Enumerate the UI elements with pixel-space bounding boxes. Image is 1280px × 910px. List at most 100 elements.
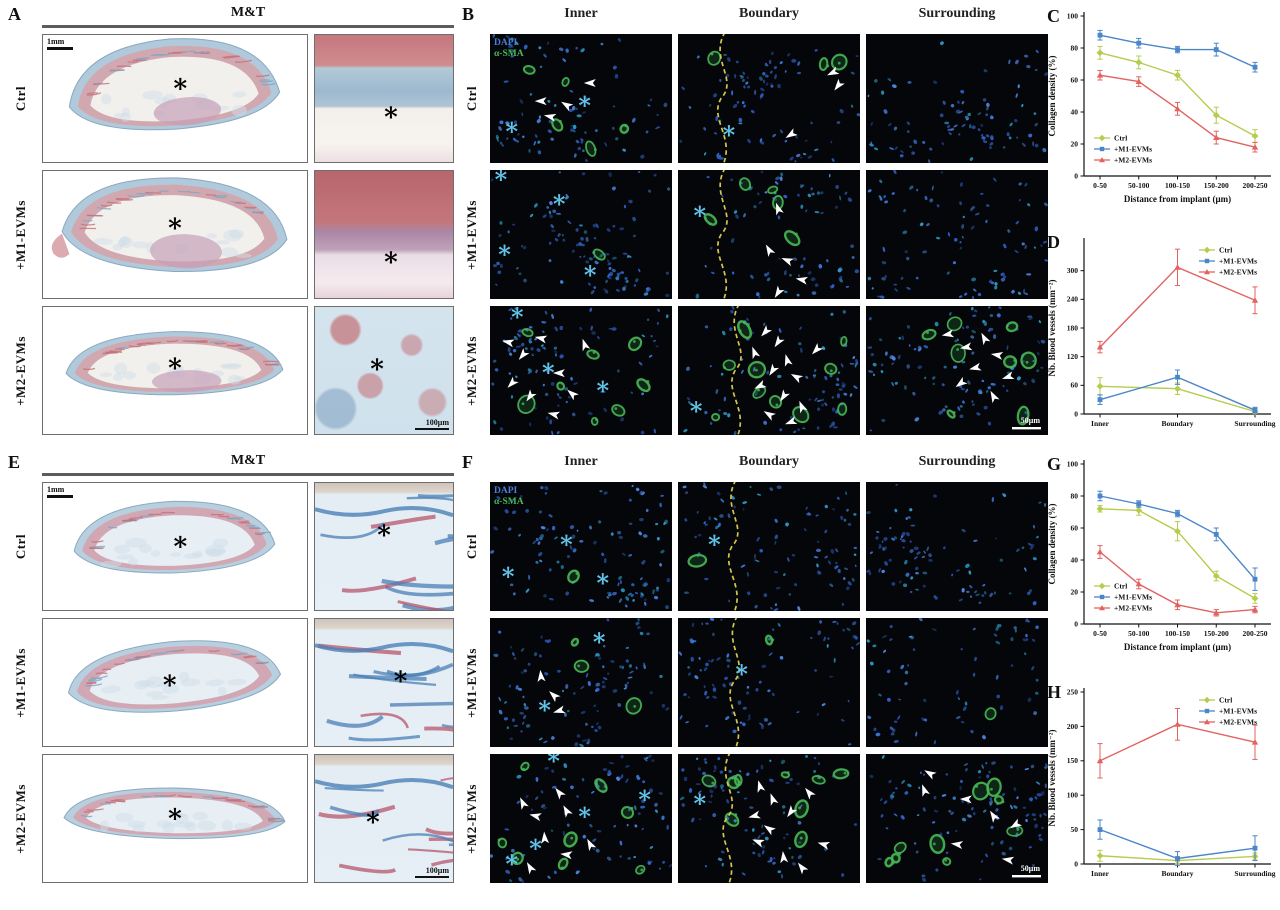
implant-asterisk: * xyxy=(506,850,519,879)
vessel-arrowhead xyxy=(811,343,824,355)
panel-letter-f: F xyxy=(462,452,473,472)
mt-low-mag-tile: * 1mm xyxy=(42,482,308,611)
mt-high-mag-texture xyxy=(315,494,453,610)
scale-bar-line xyxy=(1012,427,1041,430)
scale-bar-label: 1mm xyxy=(47,485,65,494)
mt-high-mag-tile: * 100μm xyxy=(314,306,454,435)
implant-boundary-dashed-line xyxy=(731,306,742,435)
fluorescence-image xyxy=(866,618,1048,747)
vessel-arrowhead xyxy=(769,363,780,376)
scale-bar-line xyxy=(47,47,73,50)
fluo-tile-surrounding xyxy=(866,482,1048,611)
y-tick-label: 60 xyxy=(1071,523,1079,532)
implant-asterisk: * xyxy=(168,213,182,244)
row-label--m2-evms: +M2-EVMs xyxy=(460,754,484,883)
vessel-arrowhead xyxy=(924,770,937,780)
vessel-arrowhead xyxy=(990,810,1000,823)
mt-image-grid-top: Ctrl * 1mm * +M1-EVMs * * +M2-EVMs * * 100μm xyxy=(6,34,456,446)
mt-high-mag-tile: * 100μm xyxy=(314,754,454,883)
scale-bar-label: 1mm xyxy=(47,37,65,46)
x-tick-label: Boundary xyxy=(1161,869,1193,878)
panel-letter-a: A xyxy=(8,4,21,24)
scale-bar-1mm: 1mm xyxy=(47,486,73,498)
x-tick-label: Inner xyxy=(1091,869,1110,878)
legend-entry--m1-evms: +M1-EVMs xyxy=(1114,145,1152,154)
y-tick-label: 0 xyxy=(1074,409,1078,418)
fluorescence-image: ** xyxy=(490,618,672,747)
row-label-text: Ctrl xyxy=(464,533,479,560)
vessel-arrowhead xyxy=(763,825,776,836)
fluorescence-image: * xyxy=(678,618,860,747)
scale-bar-line xyxy=(47,495,73,498)
vessel-arrowhead xyxy=(780,389,790,402)
col-title-boundary: Boundary xyxy=(739,6,799,21)
fluorescence-image: * xyxy=(678,482,860,611)
vessel-arrowhead xyxy=(563,805,573,818)
row-label--m2-evms: +M2-EVMs xyxy=(6,754,36,883)
row-label-ctrl: Ctrl xyxy=(6,482,36,611)
x-tick-label: 100-150 xyxy=(1165,181,1190,190)
implant-asterisk: * xyxy=(393,667,408,698)
y-tick-label: 60 xyxy=(1071,75,1079,84)
x-tick-label: 0-50 xyxy=(1093,629,1107,638)
mt-stain-title-2: M&T xyxy=(230,453,266,468)
vessel-arrowhead xyxy=(805,787,816,800)
scale-bar-100um: 100μm xyxy=(415,418,449,430)
vessel-arrowhead xyxy=(583,79,596,88)
implant-asterisk: * xyxy=(529,834,542,863)
vessel-arrowhead xyxy=(774,335,785,348)
chart-collagen-density-top: C 0 20 40 60 80 100 0-50 50-100 100-150 150-200 200… xyxy=(1044,4,1278,228)
vessel-arrowhead xyxy=(582,338,591,352)
row-label--m2-evms: +M2-EVMs xyxy=(6,306,36,435)
vessel-arrowhead xyxy=(526,389,537,402)
mt-low-mag-image: * xyxy=(63,787,286,840)
mt-high-mag-tile: * xyxy=(314,34,454,163)
implant-asterisk: * xyxy=(168,353,182,384)
vessel-arrowhead xyxy=(787,805,798,818)
vessel-arrowhead xyxy=(547,411,561,420)
vessel-arrowhead xyxy=(534,97,547,106)
mt-low-mag-image: * xyxy=(65,331,284,396)
vessel-arrowhead xyxy=(520,797,529,810)
panel-fluo-top: B Inner Boundary Surrounding Ctrl * * DAPI α… xyxy=(460,4,1048,446)
y-tick-label: 100 xyxy=(1067,11,1079,20)
col-title-surrounding: Surrounding xyxy=(918,6,996,21)
col-title-inner: Inner xyxy=(564,6,598,21)
vessel-arrowhead xyxy=(941,329,955,338)
row-label-text: +M1-EVMs xyxy=(464,647,479,718)
vessel-arrowhead xyxy=(959,342,973,351)
implant-asterisk: * xyxy=(578,802,591,831)
mt-low-mag-image: * xyxy=(67,640,282,713)
x-axis-label: Distance from implant (μm) xyxy=(1124,642,1231,652)
y-tick-label: 20 xyxy=(1071,587,1079,596)
vessel-arrowhead xyxy=(795,276,809,285)
chart-collagen-density-bottom: G 0 20 40 60 80 100 0-50 50-100 100-150 150-200 200… xyxy=(1044,452,1278,676)
y-tick-label: 20 xyxy=(1071,139,1079,148)
scale-bar-line xyxy=(415,875,449,878)
x-tick-label: 150-200 xyxy=(1204,629,1229,638)
vessel-arrowhead xyxy=(534,335,548,344)
mt-high-mag-tile: * xyxy=(314,618,454,747)
y-tick-label: 50 xyxy=(1071,825,1079,834)
implant-asterisk: * xyxy=(495,170,508,194)
fluo-tile-surrounding: 50μm xyxy=(866,754,1048,883)
vessel-arrowhead xyxy=(1001,856,1015,865)
row-label-text: +M1-EVMs xyxy=(13,199,28,270)
implant-asterisk: * xyxy=(694,789,707,818)
fluorescence-image xyxy=(866,170,1048,299)
y-axis-label: Collagen density (%) xyxy=(1047,503,1057,584)
fluo-tile-surrounding xyxy=(866,34,1048,163)
scale-bar-1mm: 1mm xyxy=(47,38,73,50)
implant-asterisk: * xyxy=(366,808,380,839)
panel-letter-c: C xyxy=(1047,6,1060,26)
scale-bar-100um: 100μm xyxy=(415,866,449,878)
y-tick-label: 100 xyxy=(1067,459,1079,468)
implant-boundary-dashed-line xyxy=(729,618,740,747)
vessel-arrowhead xyxy=(950,841,964,850)
fluo-tile-boundary: * xyxy=(678,618,860,747)
panel-mt-top: A M&T Ctrl * 1mm * +M1-EVMs * * +M2-EVMs * * 100μm xyxy=(6,4,456,446)
vessel-arrowhead xyxy=(781,257,794,267)
mt-low-mag-image: * xyxy=(73,500,276,574)
x-axis-label: Distance from implant (μm) xyxy=(1124,194,1231,204)
